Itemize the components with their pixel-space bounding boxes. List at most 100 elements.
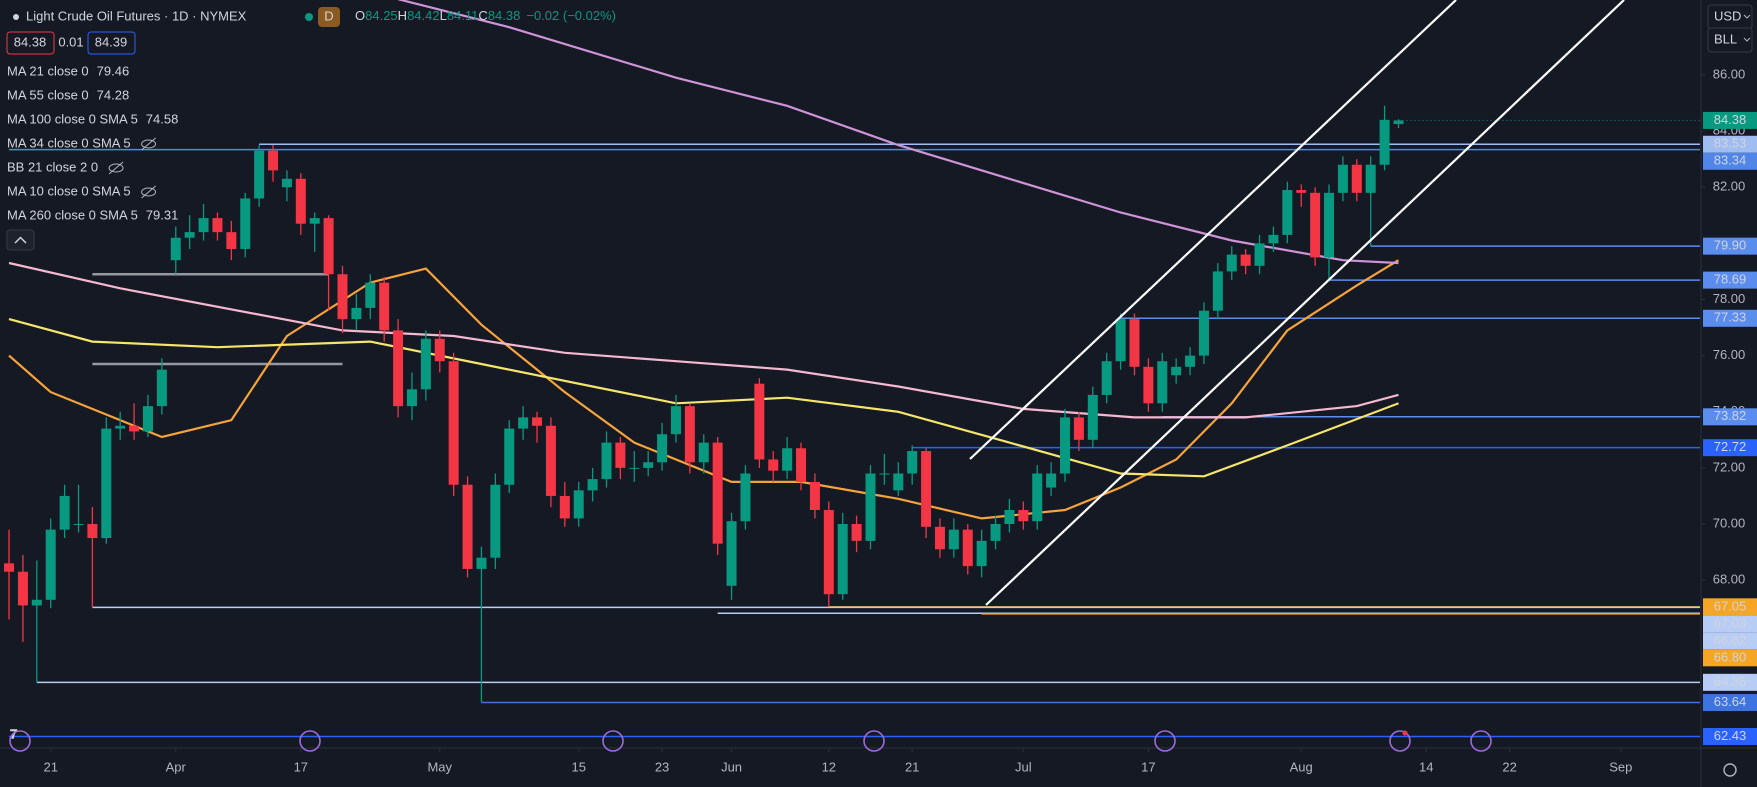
candle-body <box>1060 417 1071 474</box>
event-icon[interactable] <box>602 730 624 752</box>
candle-body <box>337 274 348 320</box>
legend-label: MA 34 close 0 SMA 5 <box>7 135 131 150</box>
candle-body <box>462 484 473 569</box>
candle-body <box>712 442 723 544</box>
bid: 84.38 <box>14 34 47 49</box>
candle-body <box>559 495 570 519</box>
hidden-icon[interactable] <box>108 163 124 173</box>
x-tick-label: 12 <box>822 759 836 774</box>
ohlc-part: 84.25 <box>365 8 398 23</box>
candle-body <box>907 451 918 474</box>
ohlc-part: H <box>398 8 407 23</box>
collapse-icon <box>14 236 27 244</box>
candle-body <box>1185 355 1196 367</box>
ask-box[interactable] <box>87 31 136 55</box>
y-tick-label: 68.00 <box>1713 572 1746 587</box>
level-label: 83.34 <box>1714 153 1747 168</box>
unit-box[interactable] <box>1707 27 1753 53</box>
candle-body <box>615 442 626 468</box>
x-axis: 21 Apr 17 May 15 23 Jun 12 21 Jul 17 Aug 14 22 Sep <box>43 748 1632 774</box>
x-tick-label: 22 <box>1502 759 1516 774</box>
legend-label: MA 100 close 0 SMA 5 <box>7 111 138 126</box>
event-icon[interactable] <box>299 730 321 752</box>
collapse-button[interactable] <box>6 229 35 251</box>
candle-body <box>31 599 42 606</box>
candle-body <box>365 282 376 308</box>
candle-body <box>170 237 181 261</box>
y-tick-label: 86.00 <box>1713 66 1746 81</box>
y-tick-label: 72.00 <box>1713 459 1746 474</box>
channel-line <box>985 0 1625 606</box>
event-icons: 𝟕 <box>9 726 1737 777</box>
candle-body <box>420 338 431 390</box>
candle-body <box>4 563 15 572</box>
event-icon[interactable] <box>1470 730 1492 752</box>
candle-body <box>406 389 417 407</box>
candle-body <box>823 509 834 595</box>
hidden-icon[interactable] <box>141 187 157 197</box>
candle-body <box>1226 254 1237 272</box>
x-tick-label: Sep <box>1609 759 1632 774</box>
level-label: 83.53 <box>1714 136 1747 151</box>
candle-body <box>1268 234 1279 244</box>
candle-body <box>323 218 334 275</box>
legend-label: MA 55 close 0 <box>7 87 89 102</box>
candle-body <box>518 417 529 429</box>
legend-label: MA 260 close 0 SMA 5 <box>7 207 138 222</box>
hidden-icon[interactable] <box>141 139 157 149</box>
event-icon[interactable] <box>863 730 885 752</box>
candle-body <box>1046 473 1057 488</box>
event-icon[interactable] <box>1389 730 1411 752</box>
level-label-box <box>1703 439 1757 457</box>
ohlc-part: 84.42 <box>407 8 440 23</box>
x-tick-label: Aug <box>1290 759 1313 774</box>
candle-body <box>226 232 237 249</box>
currency: USD <box>1714 8 1741 23</box>
level-label-box <box>1703 694 1757 712</box>
candles <box>4 105 1404 703</box>
symbol-title[interactable]: Light Crude Oil Futures · 1D · NYMEX <box>26 8 247 23</box>
candle-body <box>45 529 56 600</box>
x-tick-label: 21 <box>43 759 57 774</box>
candle-body <box>948 529 959 550</box>
ohlc-part: O <box>355 8 365 23</box>
candle-body <box>379 282 390 331</box>
candle-body <box>796 448 807 482</box>
candle-body <box>1240 254 1251 266</box>
candle-body <box>1324 192 1335 258</box>
level-label: 73.82 <box>1714 408 1747 423</box>
bid-box[interactable] <box>6 31 55 55</box>
price-labels: 83.53 83.34 79.90 78.69 77.33 73.82 72.72 67.05… <box>1703 112 1757 745</box>
candle-body <box>726 521 737 586</box>
level-label: 67.05 <box>1714 598 1747 613</box>
symbol-icon <box>13 14 19 20</box>
candle-body <box>281 178 292 188</box>
candle-body <box>142 406 153 432</box>
candle-body <box>212 218 223 233</box>
level-label: 66.80 <box>1714 649 1747 664</box>
candle-body <box>101 428 112 539</box>
level-label: 63.64 <box>1714 694 1747 709</box>
x-tick-label: 15 <box>571 759 585 774</box>
candle-body <box>643 462 654 468</box>
event-icon[interactable] <box>1154 730 1176 752</box>
legend-label: MA 10 close 0 SMA 5 <box>7 183 131 198</box>
candle-body <box>962 529 973 567</box>
level-label: 66.82 <box>1714 632 1747 647</box>
legend-value: 74.58 <box>146 111 179 126</box>
x-tick-label: 17 <box>294 759 308 774</box>
candle-body <box>990 524 1001 541</box>
level-label-box <box>1703 237 1757 255</box>
candle-body <box>1101 361 1112 395</box>
settings-icon[interactable] <box>1723 763 1737 777</box>
candle-body <box>73 524 84 526</box>
level-label-box <box>1703 152 1757 170</box>
legend-label: MA 21 close 0 <box>7 63 89 78</box>
level-label-box <box>1703 727 1757 745</box>
legend-value: 79.46 <box>97 63 130 78</box>
event-icon[interactable] <box>9 730 31 752</box>
y-axis: 86.0084.0082.0078.0076.0074.0072.0070.00… <box>1701 66 1746 587</box>
candle-body <box>115 425 126 429</box>
